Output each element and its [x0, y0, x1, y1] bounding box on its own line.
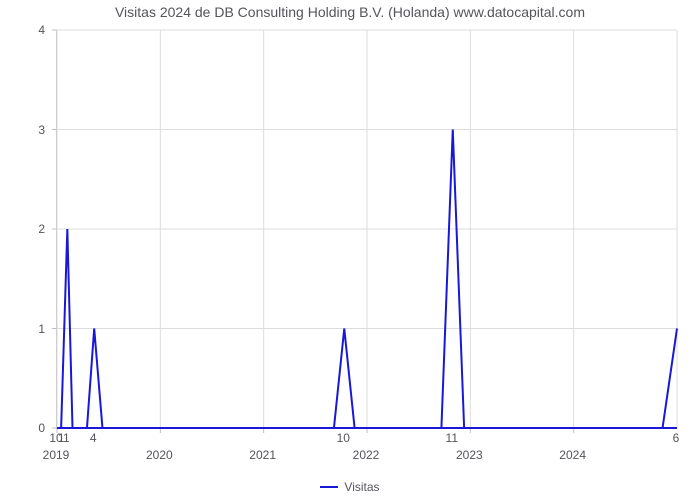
plot-svg [57, 30, 677, 428]
x-tick-label: 2020 [146, 448, 173, 462]
x-tick-label: 2022 [353, 448, 380, 462]
legend-swatch [320, 486, 338, 488]
value-label: 4 [90, 431, 97, 445]
value-label: 1 [63, 431, 70, 445]
y-tick-label: 2 [21, 222, 45, 236]
value-label: 6 [673, 431, 680, 445]
chart-title: Visitas 2024 de DB Consulting Holding B.… [0, 4, 700, 20]
x-tick-label: 2024 [559, 448, 586, 462]
x-tick-label: 2023 [456, 448, 483, 462]
x-tick-label: 2021 [249, 448, 276, 462]
y-tick-label: 4 [21, 23, 45, 37]
y-tick-label: 1 [21, 322, 45, 336]
y-tick-label: 0 [21, 421, 45, 435]
value-label: 10 [337, 431, 350, 445]
legend-label: Visitas [344, 480, 379, 494]
y-tick-label: 3 [21, 123, 45, 137]
value-label: 11 [446, 431, 458, 445]
plot-area [56, 30, 677, 429]
x-tick-label: 2019 [43, 448, 70, 462]
chart-container: Visitas 2024 de DB Consulting Holding B.… [0, 0, 700, 500]
legend: Visitas [0, 480, 700, 494]
